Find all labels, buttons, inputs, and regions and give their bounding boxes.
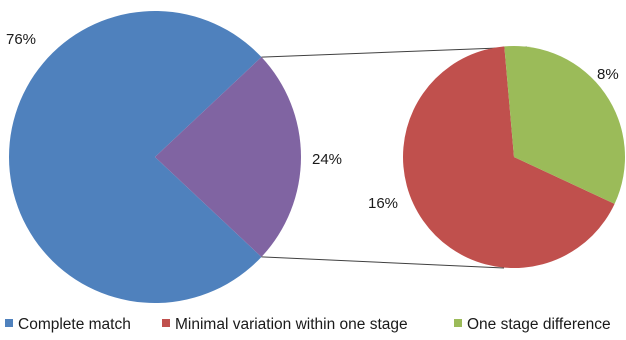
legend-label-one-stage-difference: One stage difference (467, 316, 611, 333)
legend-label-complete-match: Complete match (18, 316, 131, 333)
pie-slice-one-stage-difference (504, 45, 626, 204)
data-label-minimal-variation: 16% (368, 195, 398, 212)
pie-slice-minimal-variation-within-one-stage (403, 46, 615, 268)
connector-line-top (261, 46, 528, 58)
connector-lines (261, 46, 528, 269)
legend-swatch-one-stage-difference (454, 319, 462, 327)
legend-label-minimal-variation: Minimal variation within one stage (175, 316, 408, 333)
data-labels: 76% 24% 16% 8% (6, 31, 619, 212)
data-label-one-stage-difference: 8% (597, 66, 619, 83)
secondary-pie (403, 45, 626, 268)
main-pie (8, 10, 301, 303)
data-label-complete-match: 76% (6, 31, 36, 48)
legend-swatch-complete-match (5, 319, 13, 327)
data-label-other: 24% (312, 151, 342, 168)
pie-slice-other (155, 57, 301, 257)
pie-slice-complete-match (8, 10, 262, 303)
legend-swatch-minimal-variation (162, 319, 170, 327)
legend: Complete match Minimal variation within … (5, 316, 611, 333)
connector-line-bottom (261, 256, 505, 269)
